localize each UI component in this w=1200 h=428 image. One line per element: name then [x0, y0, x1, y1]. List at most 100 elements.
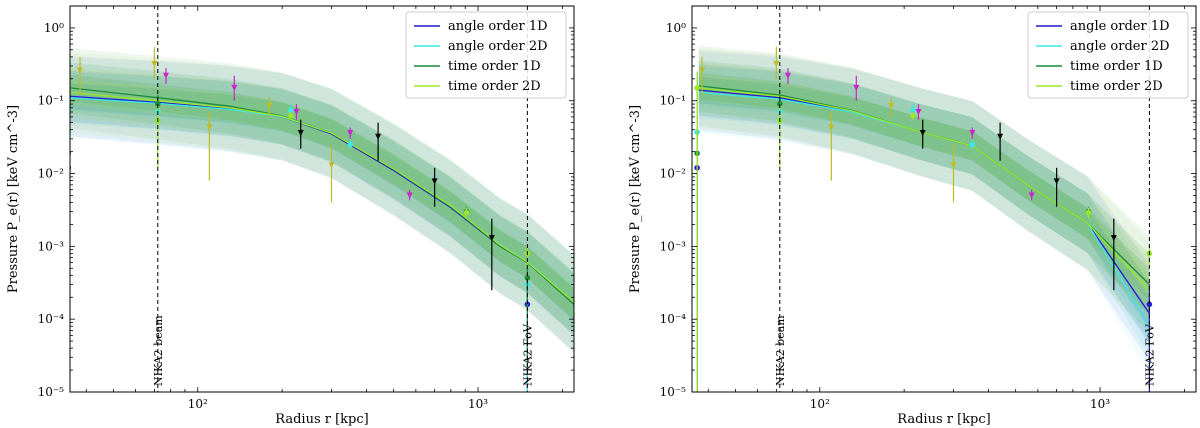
band-angle-order-1d	[698, 49, 1150, 362]
point-angle-order-2d	[969, 141, 976, 148]
band-time-order-2d	[698, 74, 1150, 306]
external-point	[206, 124, 213, 131]
y-tick-label: 10⁻¹	[38, 94, 64, 108]
external-point	[162, 72, 169, 79]
external-point	[919, 130, 926, 137]
band-time-order-1d	[70, 47, 574, 354]
band-time-order-1d	[70, 62, 574, 336]
band-angle-order-2d	[70, 72, 574, 334]
band-time-order-1d	[698, 72, 1150, 301]
external-point	[969, 130, 976, 137]
y-tick-label: 10⁻³	[660, 239, 687, 253]
y-axis-label: Pressure P_e(r) [keV cm^-3]	[6, 105, 21, 293]
y-tick-label: 10⁰	[666, 21, 686, 35]
point-time-order-1d	[524, 275, 531, 281]
band-time-order-2d	[70, 79, 574, 319]
y-tick-label: 10⁻²	[660, 167, 687, 181]
point-time-order-2d	[288, 113, 294, 119]
y-tick-label: 10⁻¹	[660, 94, 686, 108]
y-axis-label: Pressure P_e(r) [keV cm^-3]	[628, 105, 643, 293]
y-tick-label: 10⁻²	[38, 167, 65, 181]
plot-area	[694, 45, 1153, 392]
point-angle-order-1d	[1146, 301, 1153, 308]
point-time-order-2d	[1085, 209, 1092, 216]
y-tick-label: 10⁻⁵	[38, 385, 65, 399]
point-angle-order-2d	[288, 107, 294, 114]
external-point	[375, 133, 382, 140]
band-time-order-2d	[70, 52, 574, 352]
external-point	[231, 84, 238, 91]
external-point	[293, 109, 300, 116]
band-time-order-2d	[698, 62, 1150, 321]
band-angle-order-2d	[70, 57, 574, 352]
external-point	[853, 84, 860, 91]
point-time-order-2d	[910, 113, 916, 119]
axes-frame	[69, 5, 575, 393]
legend-label-angle-order-2d: angle order 2D	[448, 39, 548, 54]
external-point	[773, 60, 780, 67]
external-point	[297, 130, 304, 137]
external-point	[950, 162, 957, 169]
band-angle-order-2d	[698, 52, 1150, 375]
external-point	[431, 178, 438, 185]
x-tick-label: 10³	[1090, 397, 1110, 411]
band-angle-order-1d	[698, 77, 1150, 330]
point-time-order-1d	[776, 100, 783, 107]
band-time-order-2d	[698, 47, 1150, 339]
external-point	[1110, 235, 1117, 242]
vline-label-nika2-beam: NIKA2 beam	[152, 315, 165, 386]
external-point	[347, 130, 354, 137]
legend-box	[405, 11, 567, 99]
series-line-time-order-2d	[70, 91, 574, 303]
point-time-order-1d	[154, 100, 161, 107]
vline-label-nika2-beam: NIKA2 beam	[774, 315, 787, 386]
axes-frame	[691, 5, 1197, 393]
external-point	[406, 192, 413, 199]
external-point	[699, 67, 706, 74]
y-tick-label: 10⁻⁵	[660, 385, 687, 399]
external-point	[151, 60, 158, 67]
external-point	[888, 102, 895, 109]
x-tick-label: 10²	[810, 397, 830, 411]
point-time-order-2d	[463, 209, 470, 216]
external-point	[915, 109, 922, 116]
legend-label-time-order-2d: time order 2D	[448, 79, 541, 94]
external-point	[77, 67, 84, 74]
band-time-order-1d	[698, 60, 1150, 315]
external-point	[328, 162, 335, 169]
point-angle-order-2d	[347, 141, 354, 148]
external-point	[266, 102, 273, 109]
vline-label-nika2-fov: NIKA2 FoV	[521, 323, 534, 386]
external-point	[828, 124, 835, 131]
x-tick-label: 10²	[188, 397, 208, 411]
plot-area	[70, 46, 574, 392]
external-point	[997, 133, 1004, 140]
legend-box	[1027, 11, 1189, 99]
chart-panel-right: NIKA2 beam NIKA2 FoV 10⁻⁵ 10⁻⁴ 10⁻³ 10⁻² 10⁻¹ 1…	[628, 5, 1197, 427]
x-tick-label: 10³	[468, 397, 488, 411]
point-angle-order-2d	[910, 107, 916, 114]
x-axis-label: Radius r [kpc]	[275, 412, 368, 427]
external-point	[1053, 178, 1060, 185]
y-tick-label: 10⁻³	[38, 239, 65, 253]
band-time-order-1d	[698, 45, 1150, 333]
y-tick-label: 10⁰	[44, 21, 64, 35]
legend-label-angle-order-1d: angle order 1D	[448, 19, 548, 34]
band-angle-order-2d	[70, 84, 574, 319]
legend-label-time-order-1d: time order 1D	[1070, 59, 1163, 74]
external-point	[488, 235, 495, 242]
y-tick-label: 10⁻⁴	[660, 312, 687, 326]
external-point	[1028, 192, 1035, 199]
legend-label-time-order-2d: time order 2D	[1070, 79, 1163, 94]
x-axis-label: Radius r [kpc]	[897, 412, 990, 427]
legend-label-angle-order-2d: angle order 2D	[1070, 39, 1170, 54]
point-time-order-2d	[694, 85, 700, 91]
vline-label-nika2-fov: NIKA2 FoV	[1143, 323, 1156, 386]
chart-panel-left: NIKA2 beam NIKA2 FoV 10⁻⁵ 10⁻⁴ 10⁻³ 10⁻² 10⁻¹ 1…	[6, 5, 575, 427]
legend-label-time-order-1d: time order 1D	[448, 59, 541, 74]
band-angle-order-1d	[70, 56, 574, 354]
series-line-time-order-2d	[698, 87, 1150, 291]
y-tick-label: 10⁻⁴	[38, 312, 65, 326]
external-point	[784, 72, 791, 79]
